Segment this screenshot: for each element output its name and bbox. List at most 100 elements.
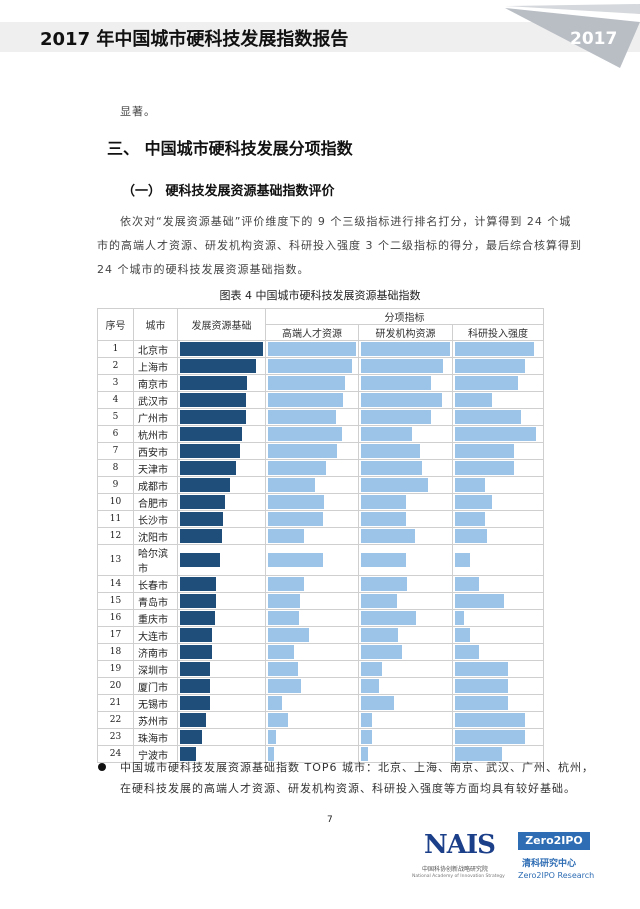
row-seq: 13 [97,544,134,576]
intensity-bar-cell [452,357,544,375]
main-bar [180,410,246,424]
col-inst: 研发机构资源 [358,324,453,341]
row-city: 哈尔滨市 [133,544,178,576]
institution-bar-cell [358,442,453,460]
institution-bar [361,359,443,373]
main-bar [180,662,210,676]
talent-bar [268,512,323,526]
main-bar [180,679,210,693]
row-seq: 20 [97,677,134,695]
talent-bar-cell [265,677,359,695]
table-row: 1 北京市 [97,340,544,358]
intensity-bar [455,713,525,727]
talent-bar [268,713,289,727]
talent-bar-cell [265,626,359,644]
main-bar [180,376,248,390]
intensity-bar [455,376,519,390]
table-row: 7 西安市 [97,442,544,460]
institution-bar-cell [358,544,453,576]
institution-bar [361,427,412,441]
table-row: 15 青岛市 [97,592,544,610]
main-bar-cell [177,711,266,729]
intensity-bar [455,696,508,710]
institution-bar-cell [358,694,453,712]
main-bar-cell [177,442,266,460]
institution-bar-cell [358,493,453,511]
talent-bar-cell [265,476,359,494]
row-seq: 9 [97,476,134,494]
row-city: 沈阳市 [133,527,178,545]
subsection-heading: （一） 硬科技发展资源基础指数评价 [122,184,335,199]
main-bar [180,628,213,642]
row-city: 长沙市 [133,510,178,528]
talent-bar-cell [265,340,359,358]
row-city: 深圳市 [133,660,178,678]
institution-bar [361,730,372,744]
institution-bar [361,611,417,625]
row-seq: 3 [97,374,134,392]
bullet-line: 中国城市硬科技发展资源基础指数 TOP6 城市：北京、上海、南京、武汉、广州、杭… [120,761,594,774]
row-seq: 1 [97,340,134,358]
row-seq: 17 [97,626,134,644]
row-city: 杭州市 [133,425,178,443]
institution-bar-cell [358,711,453,729]
institution-bar-cell [358,677,453,695]
main-bar-cell [177,476,266,494]
bullet-icon [98,763,106,771]
talent-bar-cell [265,575,359,593]
intensity-bar [455,577,480,591]
prev-text: 显著。 [120,105,156,118]
institution-bar-cell [358,745,453,763]
main-bar-cell [177,745,266,763]
row-city: 成都市 [133,476,178,494]
table-row: 11 长沙市 [97,510,544,528]
institution-bar [361,461,422,475]
institution-bar [361,393,442,407]
talent-bar [268,393,343,407]
col-talent: 高端人才资源 [265,324,359,341]
talent-bar-cell [265,357,359,375]
table-row: 21 无锡市 [97,694,544,712]
col-group: 分项指标 [265,308,544,325]
nais-name-en: National Academy of Innovation Strategy [412,874,505,879]
talent-bar [268,577,305,591]
intensity-bar [455,478,485,492]
row-city: 珠海市 [133,728,178,746]
intensity-bar [455,747,502,761]
row-seq: 21 [97,694,134,712]
table-row: 12 沈阳市 [97,527,544,545]
header-band [0,22,640,52]
institution-bar [361,662,383,676]
main-bar [180,594,216,608]
header-year: 2017 [570,29,618,49]
table-row: 8 天津市 [97,459,544,477]
talent-bar-cell [265,660,359,678]
table-row: 16 重庆市 [97,609,544,627]
row-city: 长春市 [133,575,178,593]
intensity-bar-cell [452,643,544,661]
institution-bar-cell [358,459,453,477]
row-city: 重庆市 [133,609,178,627]
institution-bar [361,577,408,591]
talent-bar [268,594,300,608]
intensity-bar [455,611,464,625]
main-bar-cell [177,425,266,443]
intensity-bar [455,359,525,373]
intensity-bar-cell [452,425,544,443]
institution-bar-cell [358,660,453,678]
table-row: 10 合肥市 [97,493,544,511]
paragraph-line: 市的高端人才资源、研发机构资源、科研投入强度 3 个二级指标的得分，最后综合核算… [97,239,582,252]
intensity-bar [455,512,485,526]
intensity-bar [455,662,508,676]
intensity-bar-cell [452,408,544,426]
main-bar-cell [177,459,266,477]
row-seq: 15 [97,592,134,610]
main-bar-cell [177,493,266,511]
institution-bar-cell [358,357,453,375]
main-bar-cell [177,357,266,375]
row-city: 济南市 [133,643,178,661]
main-bar-cell [177,544,266,576]
row-city: 无锡市 [133,694,178,712]
institution-bar-cell [358,575,453,593]
institution-bar-cell [358,391,453,409]
